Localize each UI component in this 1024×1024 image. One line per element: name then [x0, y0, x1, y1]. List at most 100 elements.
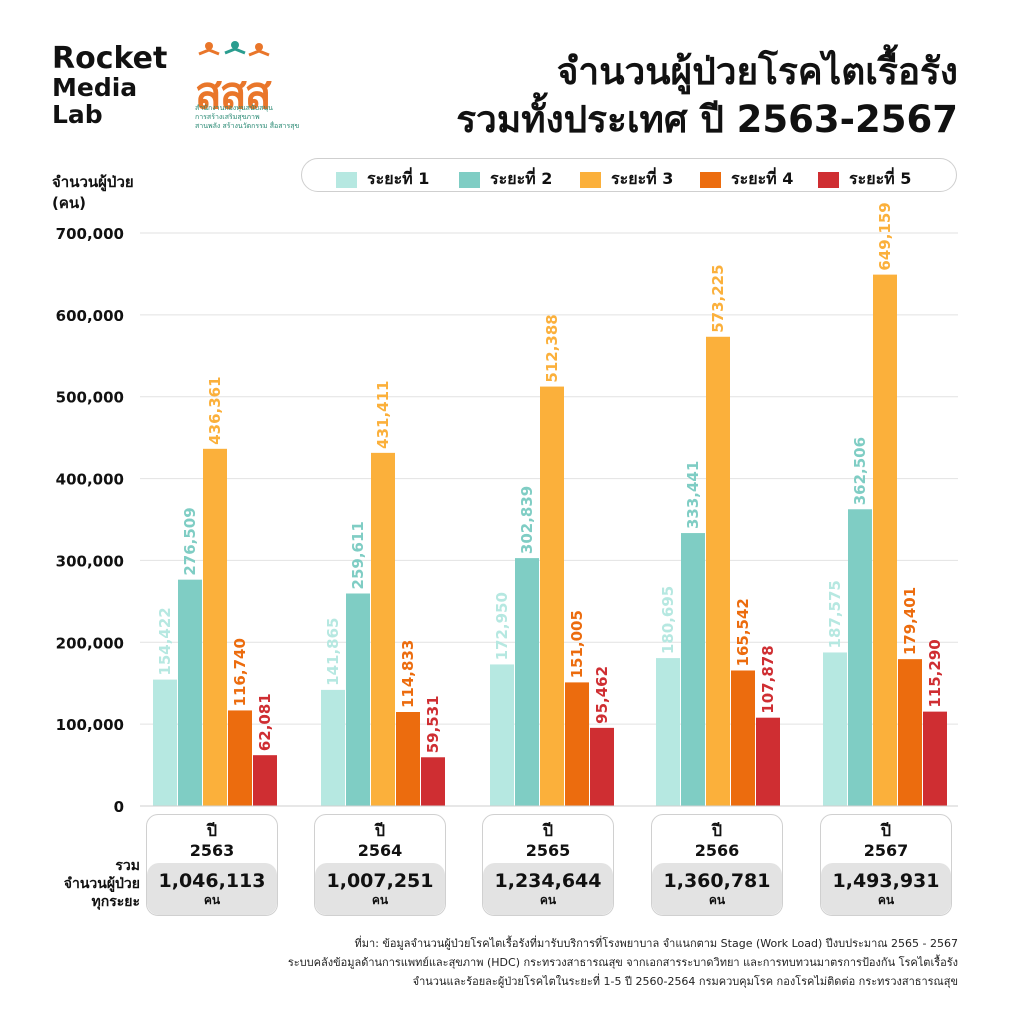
data-label: 116,740: [231, 638, 249, 706]
data-label: 333,441: [684, 461, 702, 529]
data-label: 512,388: [543, 314, 561, 382]
totals-label: รวม จำนวนผู้ป่วย ทุกระยะ: [30, 857, 140, 911]
legend-swatch: [459, 171, 480, 188]
title-line-1: จำนวนผู้ป่วยโรคไตเรื้อรัง: [556, 50, 958, 93]
bar: [346, 593, 370, 806]
bar: [228, 710, 252, 806]
data-label: 141,865: [324, 618, 342, 686]
rocket-media-lab-logo: Rocket Media Lab: [52, 44, 167, 129]
y-axis-label: จำนวนผู้ป่วย (คน): [52, 172, 134, 214]
brand-line-2: Media: [52, 73, 138, 102]
thaihealth-sub-1: สำนักงานกองทุนสนับสนุน: [195, 104, 273, 112]
bar: [823, 652, 847, 806]
brand-line-3: Lab: [52, 100, 103, 129]
data-label: 276,509: [181, 507, 199, 575]
year-total-value: 1,046,113: [158, 870, 266, 892]
bar: [396, 712, 420, 806]
bar: [153, 679, 177, 806]
legend-item-stage-5: ระยะที่ 5: [818, 167, 911, 192]
data-label: 187,575: [826, 580, 844, 648]
legend-item-stage-2: ระยะที่ 2: [459, 167, 552, 192]
thaihealth-logo: สสส สำนักงานกองทุนสนับสนุน การสร้างเสริม…: [195, 40, 305, 135]
y-tick-label: 600,000: [56, 307, 124, 325]
chart-title: จำนวนผู้ป่วยโรคไตเรื้อรัง รวมทั้งประเทศ …: [456, 48, 958, 144]
bar: [203, 448, 227, 806]
y-axis-label-line-2: (คน): [52, 194, 86, 212]
year-total-value: 1,360,781: [663, 870, 771, 892]
year-total-box: ปี 2563 1,046,113 คน: [146, 814, 278, 916]
bar: [421, 757, 445, 806]
year-prefix: ปี: [711, 821, 723, 840]
bar: [565, 682, 589, 806]
bar: [321, 689, 345, 806]
legend-label: ระยะที่ 4: [731, 169, 794, 188]
bar: [371, 452, 395, 806]
thaihealth-sub-3: สานพลัง สร้างนวัตกรรม สื่อสารสุข: [195, 122, 300, 130]
data-label: 302,839: [518, 486, 536, 554]
year-prefix: ปี: [880, 821, 892, 840]
year-total-box: ปี 2567 1,493,931 คน: [820, 814, 952, 916]
year-prefix: ปี: [374, 821, 386, 840]
thaihealth-sub-2: การสร้างเสริมสุขภาพ: [195, 113, 260, 121]
y-tick-label: 200,000: [56, 634, 124, 652]
year-label: 2567: [863, 841, 909, 860]
data-label: 259,611: [349, 521, 367, 589]
year-prefix: ปี: [542, 821, 554, 840]
year-total-value: 1,493,931: [832, 870, 940, 892]
thaihealth-wordmark: สสส: [195, 68, 272, 119]
year-prefix: ปี: [206, 821, 218, 840]
bar: [898, 659, 922, 806]
source-note: ที่มา: ข้อมูลจำนวนผู้ป่วยโรคไตเรื้อรังที…: [58, 934, 958, 991]
year-total-box: ปี 2566 1,360,781 คน: [651, 814, 783, 916]
year-label: 2564: [357, 841, 403, 860]
bar: [873, 274, 897, 806]
y-tick-label: 100,000: [56, 716, 124, 734]
bar: [515, 558, 539, 806]
source-line-1: ที่มา: ข้อมูลจำนวนผู้ป่วยโรคไตเรื้อรังที…: [354, 937, 958, 950]
bar: [848, 509, 872, 806]
data-label: 154,422: [156, 607, 174, 675]
data-label: 165,542: [734, 598, 752, 666]
legend-swatch: [818, 171, 839, 188]
year-label: 2565: [525, 841, 571, 860]
title-line-2: รวมทั้งประเทศ ปี 2563-2567: [456, 98, 958, 141]
year-total-value: 1,234,644: [494, 870, 602, 892]
year-total-box: ปี 2565 1,234,644 คน: [482, 814, 614, 916]
bar-chart: 0 100,000 200,000 300,000 400,000 500,000 600,…: [56, 202, 958, 812]
y-tick-label: 300,000: [56, 552, 124, 570]
data-label: 649,159: [876, 202, 894, 270]
y-tick-label: 0: [114, 798, 124, 812]
bar: [923, 711, 947, 806]
legend-item-stage-4: ระยะที่ 4: [700, 167, 793, 192]
legend-label: ระยะที่ 2: [490, 169, 553, 188]
legend: ระยะที่ 1 ระยะที่ 2 ระยะที่ 3 ระยะที่ 4 …: [301, 158, 957, 192]
year-total-unit: คน: [708, 893, 726, 907]
year-total-box: ปี 2564 1,007,251 คน: [314, 814, 446, 916]
totals-label-line-1: รวม: [115, 858, 140, 874]
legend-label: ระยะที่ 1: [367, 169, 430, 188]
bar: [178, 579, 202, 806]
data-label: 114,833: [399, 640, 417, 708]
bar: [656, 658, 680, 806]
year-total-unit: คน: [539, 893, 557, 907]
year-total-unit: คน: [877, 893, 895, 907]
data-label: 107,878: [759, 645, 777, 713]
year-label: 2566: [694, 841, 740, 860]
data-label: 436,361: [206, 376, 224, 444]
legend-swatch: [700, 171, 721, 188]
data-label: 115,290: [926, 639, 944, 707]
totals-label-line-3: ทุกระยะ: [91, 894, 140, 910]
bar: [490, 664, 514, 806]
year-label: 2563: [189, 841, 235, 860]
legend-swatch: [580, 171, 601, 188]
y-tick-label: 500,000: [56, 389, 124, 407]
bar: [731, 670, 755, 806]
y-tick-label: 700,000: [56, 225, 124, 243]
data-label: 179,401: [901, 587, 919, 655]
data-label: 59,531: [424, 695, 442, 753]
legend-label: ระยะที่ 5: [849, 169, 912, 188]
legend-item-stage-1: ระยะที่ 1: [336, 167, 429, 192]
source-line-2: ระบบคลังข้อมูลด้านการแพทย์และสุขภาพ (HDC…: [287, 956, 958, 969]
source-line-3: จำนวนและร้อยละผู้ป่วยโรคไตในระยะที่ 1-5 …: [412, 975, 958, 988]
totals-label-line-2: จำนวนผู้ป่วย: [63, 876, 140, 892]
